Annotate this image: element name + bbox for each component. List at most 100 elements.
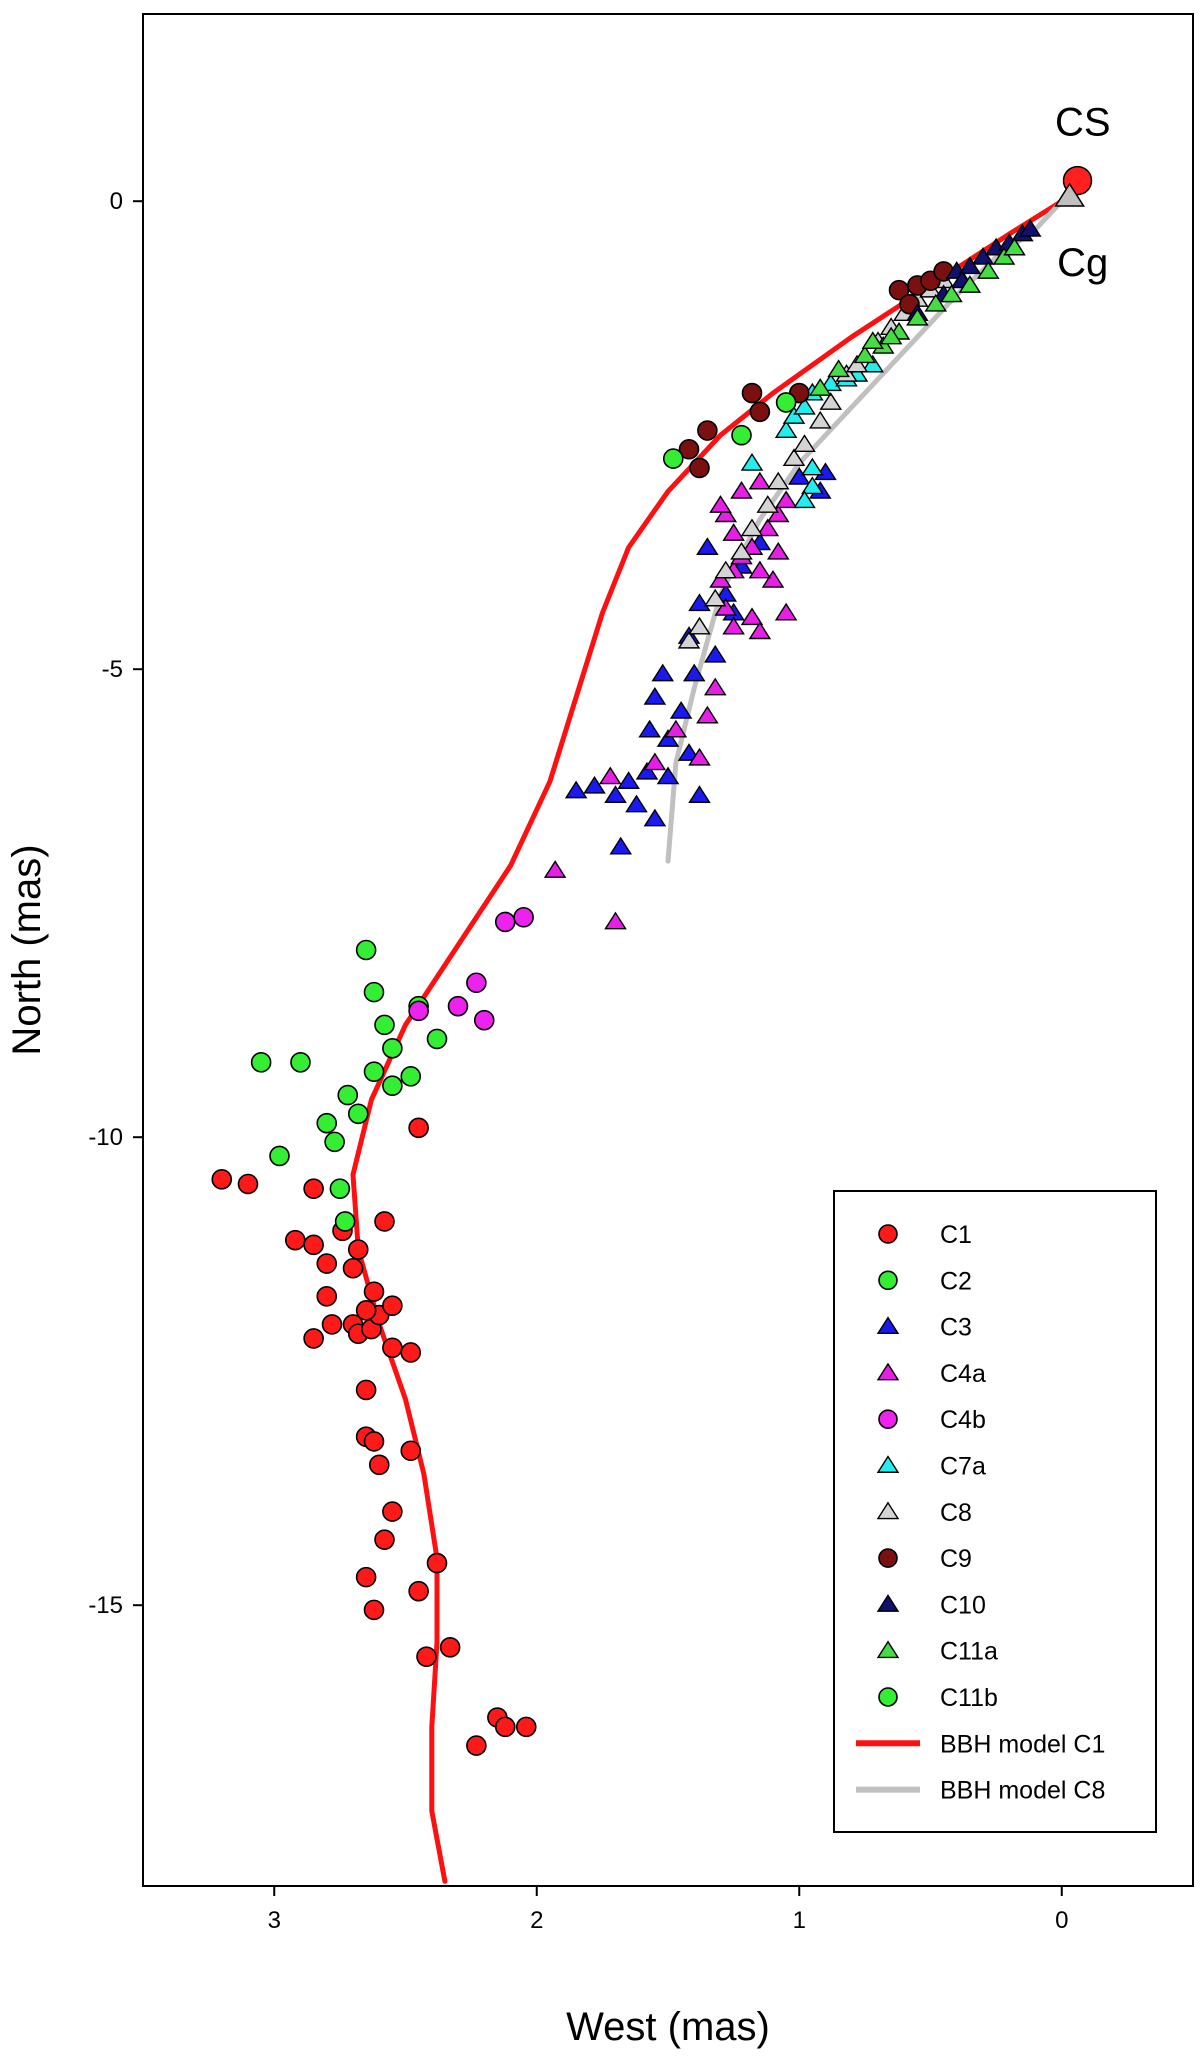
point-c4a <box>598 766 622 785</box>
point-c4a <box>664 719 688 738</box>
point-c7a <box>774 420 798 438</box>
point-c11a <box>861 331 885 350</box>
point-c2 <box>363 1061 385 1082</box>
point-c2 <box>329 1178 351 1199</box>
y-axis-label: North (mas) <box>5 844 49 1055</box>
y-tick-label: -10 <box>88 1124 123 1151</box>
point-c2 <box>324 1131 345 1153</box>
legend-label-c11a: C11a <box>940 1638 998 1666</box>
point-c4b <box>473 1009 495 1031</box>
point-c1 <box>515 1716 537 1738</box>
x-tick-label: 1 <box>793 1907 806 1934</box>
point-c8 <box>677 630 701 649</box>
point-c4a <box>688 747 711 766</box>
legend-items: C1 C2 C3 C4a C4b C7a C8 C9 C10 C11a C11b BBH model … <box>856 1221 1105 1805</box>
legend-swatch-c10 <box>876 1594 900 1612</box>
point-c11b <box>662 448 684 469</box>
legend-label-c2: C2 <box>940 1267 972 1295</box>
x-tick-label: 2 <box>530 1907 543 1934</box>
point-c1 <box>382 1337 403 1359</box>
point-c11a <box>827 359 850 378</box>
point-c4a <box>604 911 627 930</box>
point-c2 <box>400 1066 422 1087</box>
point-c1 <box>374 1211 395 1232</box>
point-c1 <box>466 1735 487 1756</box>
legend-label-c9: C9 <box>940 1545 972 1573</box>
point-c1 <box>426 1552 448 1574</box>
point-c1 <box>211 1169 233 1190</box>
point-c1 <box>321 1314 343 1335</box>
point-c8 <box>730 541 753 560</box>
x-tick-label: 3 <box>268 1907 281 1934</box>
point-c1 <box>382 1501 403 1522</box>
point-c4a <box>696 705 719 724</box>
point-c1 <box>363 1281 385 1302</box>
annotation-cg: Cg <box>1057 241 1108 285</box>
point-c1 <box>342 1257 364 1279</box>
point-c3 <box>696 537 719 555</box>
point-c4a <box>740 537 764 555</box>
point-c3 <box>643 808 667 827</box>
point-c8 <box>766 471 790 490</box>
y-tick-label: -15 <box>88 1592 123 1619</box>
model-curve-bbh-model-c8 <box>665 198 1065 864</box>
point-c7a <box>861 354 885 373</box>
point-c8 <box>714 560 738 579</box>
point-c4b <box>447 995 469 1017</box>
point-c3 <box>604 785 627 804</box>
point-c11a <box>940 284 963 303</box>
legend-label-c1: C1 <box>940 1221 972 1249</box>
point-c8 <box>688 616 711 635</box>
y-tick-label: 0 <box>110 188 123 215</box>
point-c1 <box>303 1178 324 1199</box>
point-c1 <box>355 1300 377 1321</box>
axis-ticks: 3 2 1 0 0 -5 -10 -15 <box>88 188 1068 1934</box>
point-c1 <box>439 1637 461 1658</box>
point-c4a <box>709 569 732 588</box>
legend-label-c3: C3 <box>940 1314 972 1342</box>
point-c11a <box>924 293 948 312</box>
legend-label-c11b: C11b <box>940 1684 998 1712</box>
point-c7a <box>793 396 816 415</box>
point-c8 <box>703 588 727 607</box>
legend: C1 C2 C3 C4a C4b C7a C8 C9 C10 C11a C11b BBH model … <box>833 1190 1157 1833</box>
data-points <box>211 165 1093 1756</box>
point-c3 <box>682 663 706 682</box>
point-c8 <box>782 448 806 467</box>
point-c1 <box>316 1286 338 1307</box>
point-c3 <box>651 663 675 682</box>
point-c3 <box>564 780 588 799</box>
point-c2 <box>250 1052 272 1073</box>
point-c3 <box>625 794 648 813</box>
point-c4a <box>714 504 738 523</box>
point-c11a <box>853 345 877 364</box>
x-axis-label: West (mas) <box>566 2005 770 2049</box>
point-c4a <box>748 471 772 490</box>
point-c1 <box>237 1173 259 1195</box>
point-c4a <box>766 541 790 560</box>
point-c3 <box>677 743 701 761</box>
point-c11a <box>1003 237 1026 256</box>
legend-swatch-c9 <box>878 1548 898 1568</box>
point-c3 <box>656 729 680 747</box>
point-c2 <box>316 1112 338 1134</box>
point-c4a <box>774 490 798 509</box>
point-c3 <box>787 467 811 485</box>
point-c1 <box>284 1229 306 1251</box>
point-c4a <box>756 518 780 537</box>
point-c11a <box>976 261 1000 279</box>
point-c3 <box>583 775 606 794</box>
annotation-cs: CS <box>1055 101 1111 145</box>
point-c1 <box>363 1599 385 1621</box>
point-c1 <box>347 1239 369 1260</box>
point-c2 <box>355 939 377 961</box>
point-c1 <box>316 1253 338 1274</box>
point-c9 <box>697 420 718 441</box>
reference-point-cg <box>1054 182 1085 207</box>
point-c2 <box>269 1145 290 1167</box>
point-c1 <box>416 1646 437 1667</box>
point-c7a <box>819 373 843 392</box>
point-c4b <box>494 911 516 933</box>
point-c4a <box>643 752 667 771</box>
